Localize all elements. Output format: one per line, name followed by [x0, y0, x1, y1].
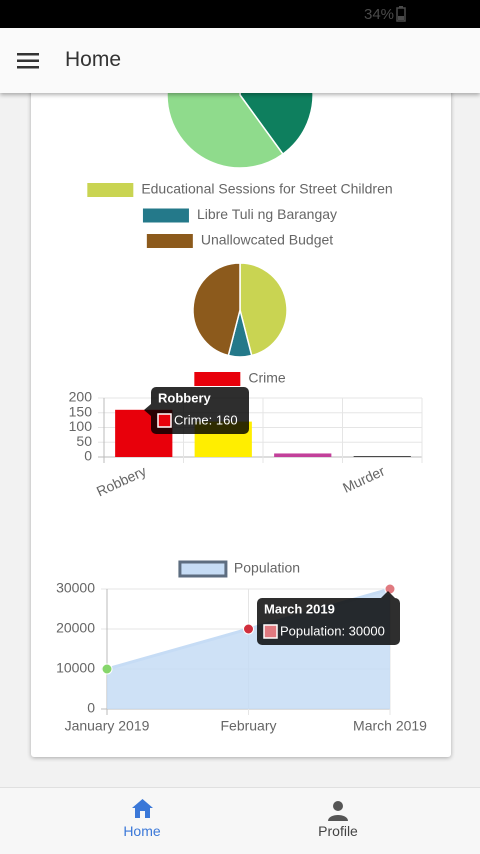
tooltip-swatch: [263, 624, 278, 639]
tooltip: Robbery Crime: 160: [144, 387, 249, 434]
nav-home[interactable]: Home: [123, 823, 161, 839]
point: [101, 663, 113, 675]
legend-swatch: [87, 183, 134, 197]
tooltip-box: [151, 387, 249, 434]
x-tick-label: January 2019: [65, 718, 150, 734]
legend-label: Libre Tuli ng Barangay: [197, 206, 337, 222]
status-bar: 34%: [0, 0, 480, 28]
app-bar: Home: [0, 28, 480, 93]
legend-label: Educational Sessions for Street Children: [141, 181, 392, 197]
point: [243, 623, 254, 635]
legend-swatch: [194, 372, 241, 386]
legend-swatch: [178, 560, 228, 578]
y-tick-label: 200: [69, 389, 93, 405]
charts: Educational Sessions for Street Children…: [56, 21, 427, 734]
tooltip-body: Population: 30000: [280, 623, 385, 638]
app-title: Home: [65, 48, 122, 71]
bar: [353, 456, 411, 457]
pie-slice: [239, 262, 288, 357]
tooltip-caret: [381, 591, 395, 598]
tooltip-title: March 2019: [264, 601, 335, 616]
y-tick-label: 50: [76, 433, 92, 449]
x-tick-label: February: [220, 718, 276, 734]
bottom-nav: Home Profile: [0, 787, 480, 854]
legend-label: Unallowcated Budget: [201, 232, 333, 248]
y-tick-label: 100: [69, 418, 93, 434]
battery-icon: [396, 6, 406, 22]
bar: [274, 453, 332, 457]
legend-label: Crime: [248, 370, 286, 386]
menu-button[interactable]: [17, 52, 39, 70]
x-tick-label: Robbery: [94, 463, 149, 500]
legend-swatch: [142, 208, 189, 223]
profile-icon[interactable]: [328, 801, 348, 821]
legend-label: Population: [234, 560, 300, 576]
nav-profile[interactable]: Profile: [318, 823, 358, 839]
tooltip: March 2019 Population: 30000: [257, 591, 400, 645]
y-tick-label: 30000: [56, 580, 95, 596]
legend-swatch: [146, 234, 193, 248]
tooltip-swatch: [157, 413, 172, 428]
pie-slice: [192, 262, 241, 357]
y-tick-label: 0: [87, 700, 95, 716]
tooltip-body: Crime: 160: [174, 412, 238, 427]
x-tick-label: March 2019: [353, 718, 427, 734]
y-tick-label: 10000: [56, 660, 95, 676]
tooltip-title: Robbery: [158, 390, 212, 405]
x-tick-label: Murder: [340, 462, 387, 495]
y-tick-label: 20000: [56, 620, 95, 636]
tooltip-caret: [144, 404, 151, 416]
y-tick-label: 150: [69, 403, 93, 419]
battery-level: 34%: [364, 6, 395, 23]
y-tick-label: 0: [84, 448, 92, 464]
home-icon[interactable]: [132, 799, 153, 818]
tooltip-box: [257, 598, 400, 645]
